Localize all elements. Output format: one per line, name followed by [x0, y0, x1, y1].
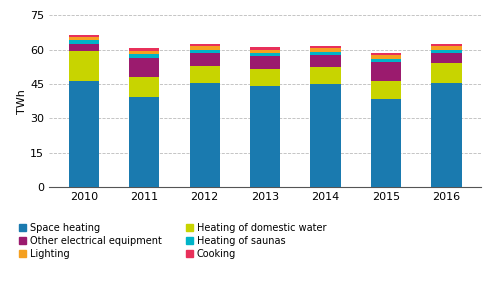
Bar	[371, 81, 401, 99]
Bar	[371, 53, 401, 55]
Bar	[129, 58, 160, 77]
Bar	[250, 50, 280, 53]
Bar	[69, 51, 99, 81]
Bar	[250, 56, 280, 69]
Bar	[129, 51, 160, 54]
Bar	[371, 99, 401, 187]
Legend: Space heating, Other electrical equipment, Lighting, Heating of domestic water, : Space heating, Other electrical equipmen…	[20, 223, 327, 259]
Bar	[190, 53, 220, 66]
Bar	[69, 35, 99, 37]
Bar	[69, 81, 99, 187]
Bar	[69, 40, 99, 44]
Bar	[190, 46, 220, 50]
Bar	[250, 69, 280, 86]
Bar	[431, 53, 462, 63]
Bar	[129, 54, 160, 58]
Bar	[310, 46, 341, 48]
Bar	[69, 44, 99, 51]
Bar	[190, 66, 220, 83]
Bar	[431, 63, 462, 83]
Bar	[250, 86, 280, 187]
Bar	[431, 50, 462, 53]
Bar	[431, 44, 462, 46]
Bar	[129, 77, 160, 97]
Bar	[431, 83, 462, 187]
Bar	[431, 46, 462, 50]
Bar	[129, 48, 160, 51]
Bar	[190, 44, 220, 46]
Bar	[190, 50, 220, 53]
Bar	[69, 37, 99, 40]
Bar	[310, 55, 341, 67]
Bar	[190, 83, 220, 187]
Bar	[310, 84, 341, 187]
Bar	[250, 53, 280, 56]
Bar	[371, 62, 401, 81]
Bar	[129, 97, 160, 187]
Bar	[250, 47, 280, 50]
Bar	[371, 59, 401, 62]
Bar	[310, 52, 341, 55]
Y-axis label: TWh: TWh	[17, 89, 27, 114]
Bar	[310, 48, 341, 52]
Bar	[310, 67, 341, 84]
Bar	[371, 55, 401, 59]
